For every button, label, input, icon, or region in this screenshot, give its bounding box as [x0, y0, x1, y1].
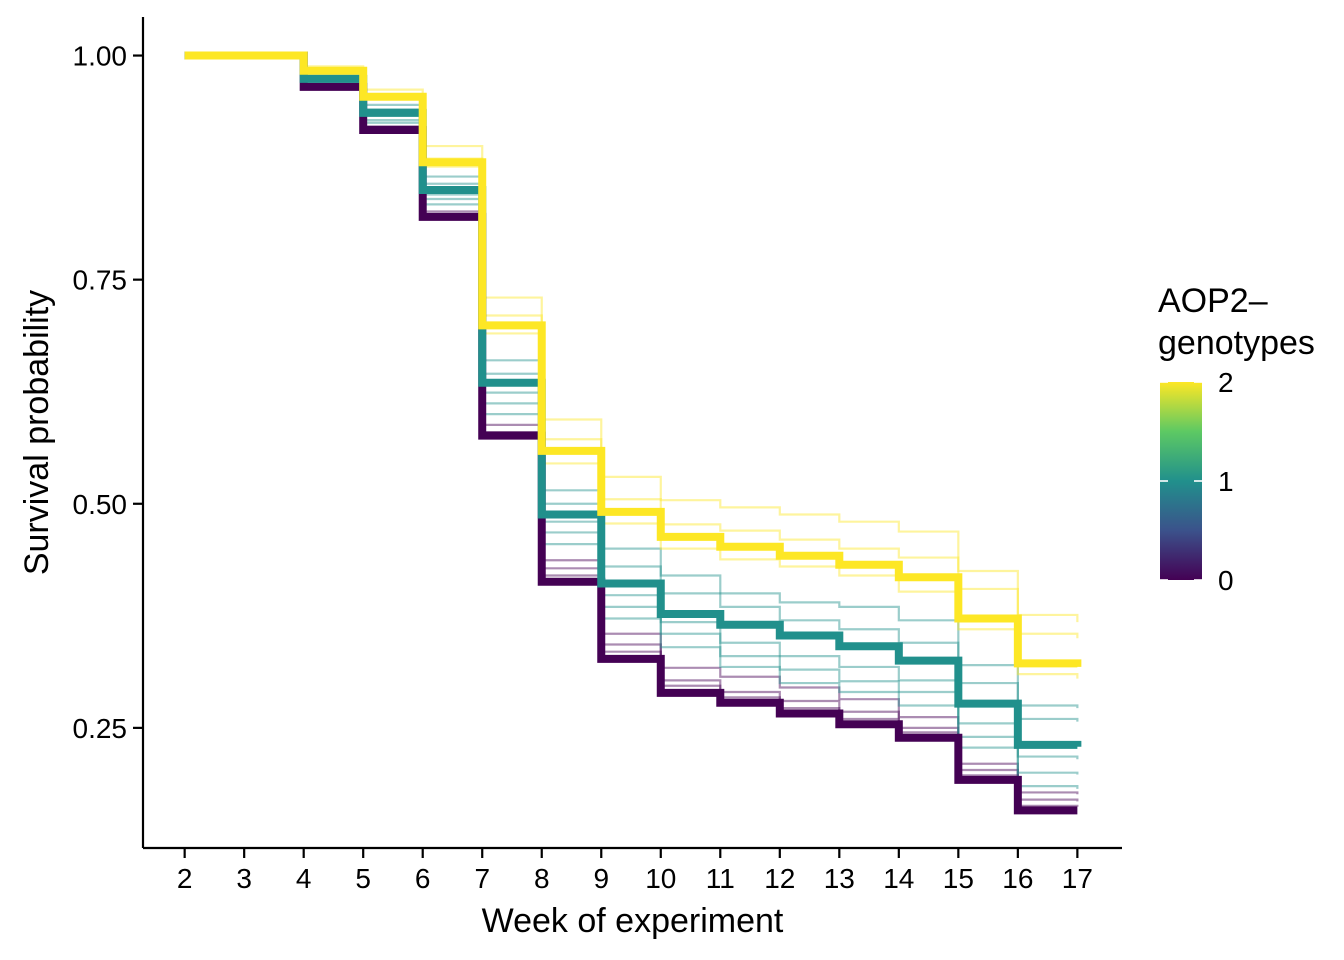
x-tick-label-8: 8 [534, 863, 550, 894]
x-tick-label-14: 14 [883, 863, 914, 894]
legend-label-0: 0 [1218, 565, 1234, 596]
x-tick-label-6: 6 [415, 863, 431, 894]
x-tick-label-13: 13 [824, 863, 855, 894]
x-tick-label-17: 17 [1062, 863, 1093, 894]
series-thin-genotype-0-13 [184, 54, 1079, 807]
x-tick-label-3: 3 [236, 863, 252, 894]
series-thin-genotype-2-4 [184, 54, 1079, 639]
x-tick-label-2: 2 [177, 863, 193, 894]
x-tick-label-5: 5 [355, 863, 371, 894]
x-tick-label-12: 12 [764, 863, 795, 894]
legend-label-1: 1 [1218, 466, 1234, 497]
legend-title-line-1: AOP2– [1158, 282, 1268, 320]
series-thin-genotype-1-6 [184, 54, 1079, 709]
y-tick-label-0.75: 0.75 [73, 265, 128, 296]
plot-series-group [184, 51, 1082, 815]
legend-title-line-2: genotypes [1158, 324, 1315, 362]
x-tick-label-10: 10 [645, 863, 676, 894]
x-axis-title: Week of experiment [482, 902, 784, 940]
series-thin-genotype-2-3 [184, 54, 1079, 623]
y-tick-label-0.50: 0.50 [73, 489, 128, 520]
x-tick-label-7: 7 [474, 863, 490, 894]
series-thin-genotype-1-8 [184, 54, 1079, 760]
x-tick-label-9: 9 [593, 863, 609, 894]
series-bold-genotype-2-2 [184, 51, 1082, 668]
x-tick-label-16: 16 [1002, 863, 1033, 894]
series-thin-genotype-1-10 [184, 54, 1079, 789]
y-tick-label-1.00: 1.00 [73, 41, 128, 72]
series-thin-genotype-0-12 [184, 54, 1079, 802]
legend: AOP2– genotypes 2 1 0 [1158, 282, 1315, 596]
legend-label-2: 2 [1218, 367, 1234, 398]
x-tick-label-4: 4 [296, 863, 312, 894]
series-bold-genotype-1-1 [184, 51, 1082, 749]
series-thin-genotype-1-9 [184, 54, 1079, 775]
y-tick-label-0.25: 0.25 [73, 713, 128, 744]
series-thin-genotype-0-11 [184, 54, 1079, 795]
axes-group: 2 3 4 5 6 7 8 9 10 11 12 13 14 15 16 17 0.25 0.50 0.75 1.00… [18, 17, 1122, 940]
series-thin-genotype-1-7 [184, 54, 1079, 722]
x-tick-label-11: 11 [706, 863, 735, 894]
y-axis-title: Survival probability [18, 290, 56, 575]
x-tick-label-15: 15 [943, 863, 974, 894]
series-bold-genotype-0-0 [184, 51, 1078, 815]
